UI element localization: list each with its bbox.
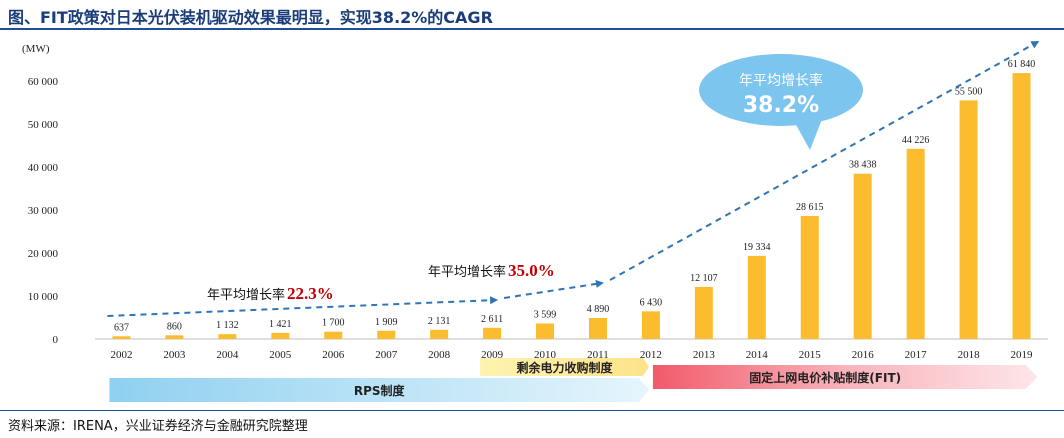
bar-value-label: 2 611 bbox=[481, 314, 503, 325]
period-label-fit: 固定上网电价补贴制度(FIT) bbox=[749, 370, 901, 385]
bar bbox=[536, 323, 555, 339]
bar bbox=[906, 148, 925, 339]
x-tick-label: 2005 bbox=[269, 349, 292, 361]
bar-value-label: 6 430 bbox=[640, 297, 663, 308]
cagr-value: 22.3% bbox=[287, 284, 334, 303]
bar-value-label: 61 840 bbox=[1008, 59, 1036, 70]
source-note: 资料来源：IRENA，兴业证券经济与金融研究院整理 bbox=[8, 419, 308, 434]
y-tick-label: 0 bbox=[53, 334, 59, 346]
y-tick-label: 30 000 bbox=[28, 205, 59, 217]
y-tick-label: 10 000 bbox=[28, 291, 59, 303]
cagr-annotation: 年平均增长率 22.3% bbox=[207, 284, 334, 303]
bar bbox=[218, 334, 237, 339]
x-tick-label: 2016 bbox=[852, 349, 875, 361]
bar-value-label: 637 bbox=[114, 322, 129, 333]
bar-value-label: 44 226 bbox=[902, 135, 930, 146]
period-label-surplus: 剩余电力收购制度 bbox=[516, 360, 613, 375]
footer-divider bbox=[0, 410, 1064, 411]
y-tick-label: 40 000 bbox=[28, 162, 59, 174]
cagr-annotation: 年平均增长率 35.0% bbox=[428, 261, 555, 280]
x-tick-label: 2015 bbox=[799, 349, 822, 361]
x-tick-label: 2006 bbox=[322, 349, 345, 361]
bar bbox=[112, 336, 131, 339]
bar bbox=[588, 317, 607, 339]
y-tick-label: 60 000 bbox=[28, 76, 59, 88]
x-tick-label: 2018 bbox=[958, 349, 981, 361]
bar-value-label: 1 909 bbox=[375, 317, 398, 328]
bar bbox=[747, 255, 766, 339]
cagr-value: 35.0% bbox=[508, 261, 555, 280]
bar-value-label: 55 500 bbox=[955, 86, 983, 97]
cagr-label: 年平均增长率 bbox=[207, 287, 285, 303]
y-axis-unit-label: (MW) bbox=[22, 43, 50, 55]
bar bbox=[377, 330, 396, 339]
bar bbox=[483, 327, 502, 339]
bar-value-label: 19 334 bbox=[743, 242, 771, 253]
x-tick-label: 2008 bbox=[428, 349, 451, 361]
bar-value-label: 12 107 bbox=[690, 273, 718, 284]
page-title: 图、FIT政策对日本光伏装机驱动效果最明显，实现38.2%的CAGR bbox=[8, 8, 493, 27]
x-tick-label: 2003 bbox=[163, 349, 186, 361]
x-tick-label: 2017 bbox=[905, 349, 928, 361]
x-tick-label: 2013 bbox=[693, 349, 716, 361]
bar bbox=[800, 215, 819, 339]
bar-value-label: 4 890 bbox=[587, 304, 610, 315]
bar-value-label: 1 700 bbox=[322, 318, 345, 329]
bar bbox=[853, 173, 872, 339]
bar-chart: (MW) 0 10 000 20 000 30 000 40 000 50 000 60 00… bbox=[22, 41, 1048, 402]
x-tick-label: 2004 bbox=[216, 349, 239, 361]
cagr-bubble bbox=[699, 54, 863, 126]
period-label-rps: RPS制度 bbox=[354, 383, 406, 398]
period-band-fit bbox=[652, 365, 1038, 389]
bar-value-label: 1 132 bbox=[216, 320, 239, 331]
bar bbox=[641, 311, 660, 339]
bar bbox=[165, 335, 184, 339]
bar bbox=[271, 332, 290, 339]
period-band-surplus bbox=[480, 358, 649, 376]
x-tick-label: 2014 bbox=[746, 349, 769, 361]
trend-arrow bbox=[609, 41, 1040, 281]
x-tick-label: 2007 bbox=[375, 349, 398, 361]
bar-value-label: 38 438 bbox=[849, 160, 877, 171]
cagr-label: 年平均增长率 bbox=[428, 264, 506, 280]
cagr-bubble-label: 年平均增长率 bbox=[739, 72, 823, 89]
period-band-rps bbox=[109, 378, 649, 402]
bar-value-label: 3 599 bbox=[534, 310, 557, 321]
trend-arrow bbox=[503, 279, 604, 299]
bar bbox=[1012, 73, 1031, 339]
bar bbox=[324, 331, 343, 339]
y-tick-label: 50 000 bbox=[28, 119, 59, 131]
bar bbox=[430, 329, 449, 339]
title-divider bbox=[0, 28, 1064, 30]
x-tick-label: 2002 bbox=[110, 349, 132, 361]
x-tick-label: 2012 bbox=[640, 349, 662, 361]
x-tick-label: 2019 bbox=[1011, 349, 1034, 361]
bar bbox=[959, 100, 978, 339]
trend-arrow bbox=[107, 296, 499, 317]
y-tick-label: 20 000 bbox=[28, 248, 59, 260]
bar bbox=[694, 286, 713, 339]
bar-value-label: 2 131 bbox=[428, 316, 451, 327]
bar-value-label: 28 615 bbox=[796, 202, 824, 213]
cagr-bubble-value: 38.2% bbox=[743, 93, 819, 118]
bar-value-label: 860 bbox=[167, 321, 182, 332]
bar-value-label: 1 421 bbox=[269, 319, 292, 330]
